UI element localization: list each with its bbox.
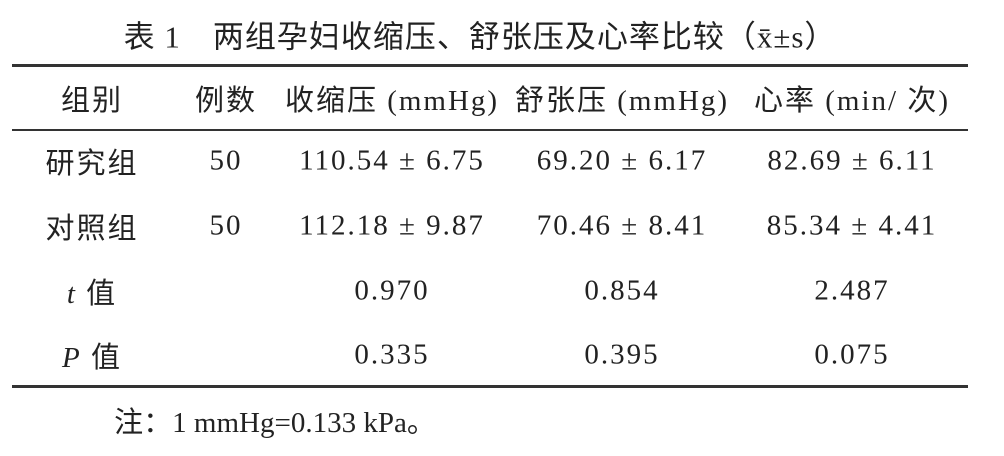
stat-label: P 值 <box>62 334 122 376</box>
header-cell: 例数 <box>194 85 258 117</box>
stat-suffix: 值 <box>90 342 122 374</box>
stat-value: 0.970 <box>354 274 430 307</box>
title-label: 表 1 <box>123 19 181 55</box>
stat-value: 0.854 <box>584 274 660 307</box>
cell: 112.18 ± 9.87 <box>299 209 485 242</box>
header-cell: 舒张压 (mmHg) <box>514 85 730 117</box>
stat-value: 0.335 <box>354 338 430 371</box>
cell: 69.20 ± 6.17 <box>536 144 708 177</box>
cell: 50 <box>209 209 243 242</box>
note: 注：1 mmHg=0.133 kPa。 <box>114 407 436 439</box>
table-title: 表 1 两组孕妇收缩压、舒张压及心率比较（x̄±s） <box>124 12 837 57</box>
cell: 70.46 ± 8.41 <box>536 209 708 242</box>
stat-symbol: t <box>66 278 77 310</box>
cell: 110.54 ± 6.75 <box>299 144 485 177</box>
header-cell: 心率 (min/ 次) <box>754 85 950 117</box>
cell: 82.69 ± 6.11 <box>767 144 937 177</box>
stat-symbol: P <box>62 342 82 374</box>
stat-value: 2.487 <box>814 274 890 307</box>
header-cell: 收缩压 (mmHg) <box>284 85 500 117</box>
cell: 对照组 <box>45 213 139 245</box>
header-rule <box>12 129 968 131</box>
stat-value: 0.395 <box>584 338 660 371</box>
top-rule <box>12 64 968 67</box>
cell: 研究组 <box>45 148 139 180</box>
title-text: 两组孕妇收缩压、舒张压及心率比较（x̄±s） <box>212 19 837 55</box>
stat-suffix: 值 <box>86 278 118 310</box>
stat-value: 0.075 <box>814 338 890 371</box>
cell: 50 <box>209 144 243 177</box>
cell: 85.34 ± 4.41 <box>766 209 938 242</box>
bottom-rule <box>12 385 968 388</box>
header-cell: 组别 <box>60 85 124 117</box>
stat-label: t 值 <box>67 270 117 312</box>
